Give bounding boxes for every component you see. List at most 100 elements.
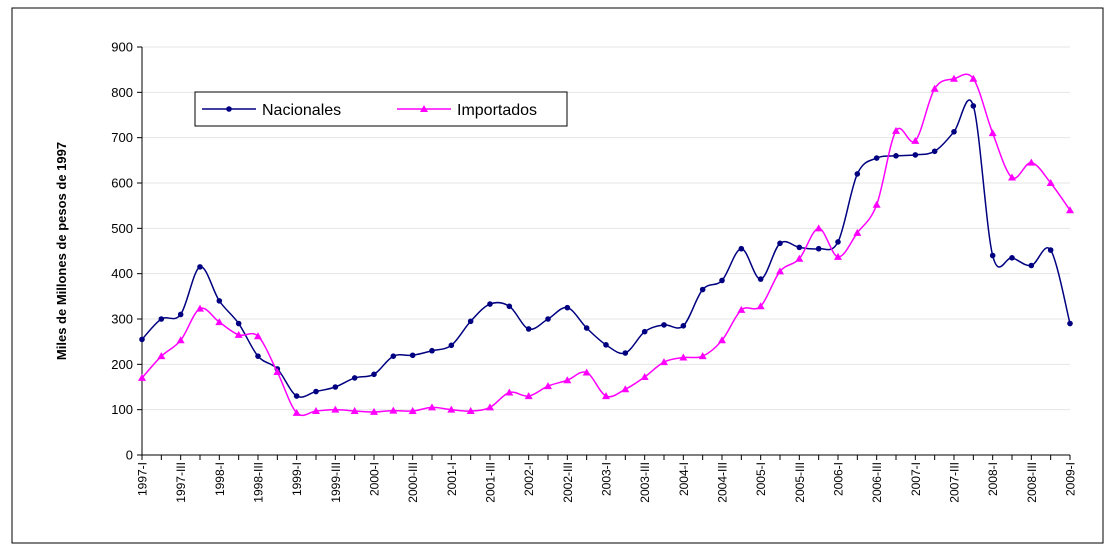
- marker: [226, 106, 232, 112]
- marker: [467, 318, 474, 325]
- marker: [854, 171, 861, 177]
- marker: [1066, 206, 1074, 214]
- marker: [698, 352, 707, 360]
- marker: [544, 382, 552, 390]
- marker: [873, 155, 880, 161]
- marker: [1046, 179, 1055, 186]
- marker: [737, 305, 746, 313]
- marker: [370, 407, 378, 415]
- y-tick-label: 400: [111, 266, 133, 281]
- marker: [505, 388, 514, 396]
- marker: [429, 347, 435, 354]
- marker: [524, 392, 533, 400]
- marker: [312, 407, 320, 415]
- marker: [872, 200, 881, 208]
- marker: [989, 252, 996, 259]
- x-tick-label: 2005-III: [793, 462, 807, 503]
- marker: [389, 406, 398, 414]
- marker: [1027, 158, 1036, 166]
- marker: [525, 326, 532, 332]
- y-tick-label: 200: [111, 357, 133, 372]
- marker: [448, 342, 455, 349]
- marker: [680, 323, 687, 329]
- marker: [138, 373, 146, 381]
- marker: [815, 245, 822, 252]
- marker: [420, 105, 428, 112]
- marker: [197, 264, 203, 270]
- marker: [158, 316, 165, 322]
- x-tick-label: 2002-I: [522, 462, 536, 496]
- marker: [255, 353, 261, 359]
- marker: [583, 325, 590, 331]
- marker: [931, 148, 938, 155]
- marker: [409, 352, 416, 359]
- marker: [911, 136, 920, 144]
- x-tick-label: 2001-III: [484, 462, 498, 503]
- marker: [757, 276, 764, 282]
- y-tick-label: 0: [126, 448, 133, 463]
- marker: [235, 320, 242, 327]
- marker: [196, 304, 204, 312]
- x-tick-label: 2000-III: [406, 462, 420, 503]
- marker: [602, 392, 610, 400]
- marker: [254, 332, 262, 340]
- marker: [622, 350, 629, 356]
- marker: [892, 126, 900, 134]
- marker: [969, 74, 978, 82]
- marker: [988, 129, 997, 137]
- y-tick-label: 600: [111, 176, 133, 191]
- marker: [699, 286, 706, 293]
- marker: [970, 103, 977, 109]
- marker: [950, 74, 958, 82]
- marker: [1009, 254, 1015, 261]
- y-tick-label: 700: [111, 130, 133, 145]
- x-tick-label: 2009-I: [1064, 462, 1078, 496]
- marker: [661, 322, 667, 328]
- marker: [331, 405, 340, 413]
- marker: [1028, 262, 1035, 269]
- y-tick-label: 300: [111, 312, 133, 327]
- y-tick-label: 100: [111, 402, 133, 417]
- x-tick-label: 2005-I: [754, 462, 768, 496]
- marker: [545, 316, 551, 322]
- marker: [350, 407, 359, 415]
- x-tick-label: 2004-I: [677, 462, 691, 496]
- marker: [292, 408, 301, 416]
- x-tick-label: 2007-I: [909, 462, 923, 496]
- x-tick-label: 2006-I: [832, 462, 846, 496]
- marker: [564, 304, 571, 311]
- marker: [447, 405, 456, 413]
- marker: [234, 330, 243, 338]
- marker: [1008, 173, 1016, 181]
- x-tick-label: 1999-III: [329, 462, 343, 503]
- x-tick-label: 2001-I: [445, 462, 459, 496]
- marker: [930, 84, 939, 92]
- marker: [582, 368, 591, 376]
- marker: [776, 267, 784, 275]
- x-tick-label: 1999-I: [290, 462, 304, 496]
- marker: [1047, 247, 1054, 253]
- marker: [390, 353, 397, 359]
- marker: [313, 388, 319, 395]
- x-tick-label: 1997-III: [174, 462, 188, 503]
- x-tick-label: 2003-I: [600, 462, 614, 496]
- marker: [139, 336, 145, 343]
- x-tick-label: 2004-III: [716, 462, 730, 503]
- marker: [487, 301, 493, 307]
- marker: [641, 328, 648, 335]
- marker: [293, 393, 300, 399]
- marker: [177, 311, 184, 318]
- marker: [563, 376, 572, 384]
- marker: [893, 153, 899, 159]
- y-tick-label: 900: [111, 40, 133, 55]
- y-axis-label: Miles de Millones de pesos de 1997: [54, 142, 69, 360]
- marker: [835, 239, 841, 245]
- marker: [486, 403, 494, 411]
- x-tick-label: 1997-I: [136, 462, 150, 496]
- marker: [332, 384, 339, 390]
- marker: [718, 336, 726, 344]
- marker: [912, 152, 919, 158]
- marker: [795, 254, 804, 262]
- marker: [777, 240, 783, 247]
